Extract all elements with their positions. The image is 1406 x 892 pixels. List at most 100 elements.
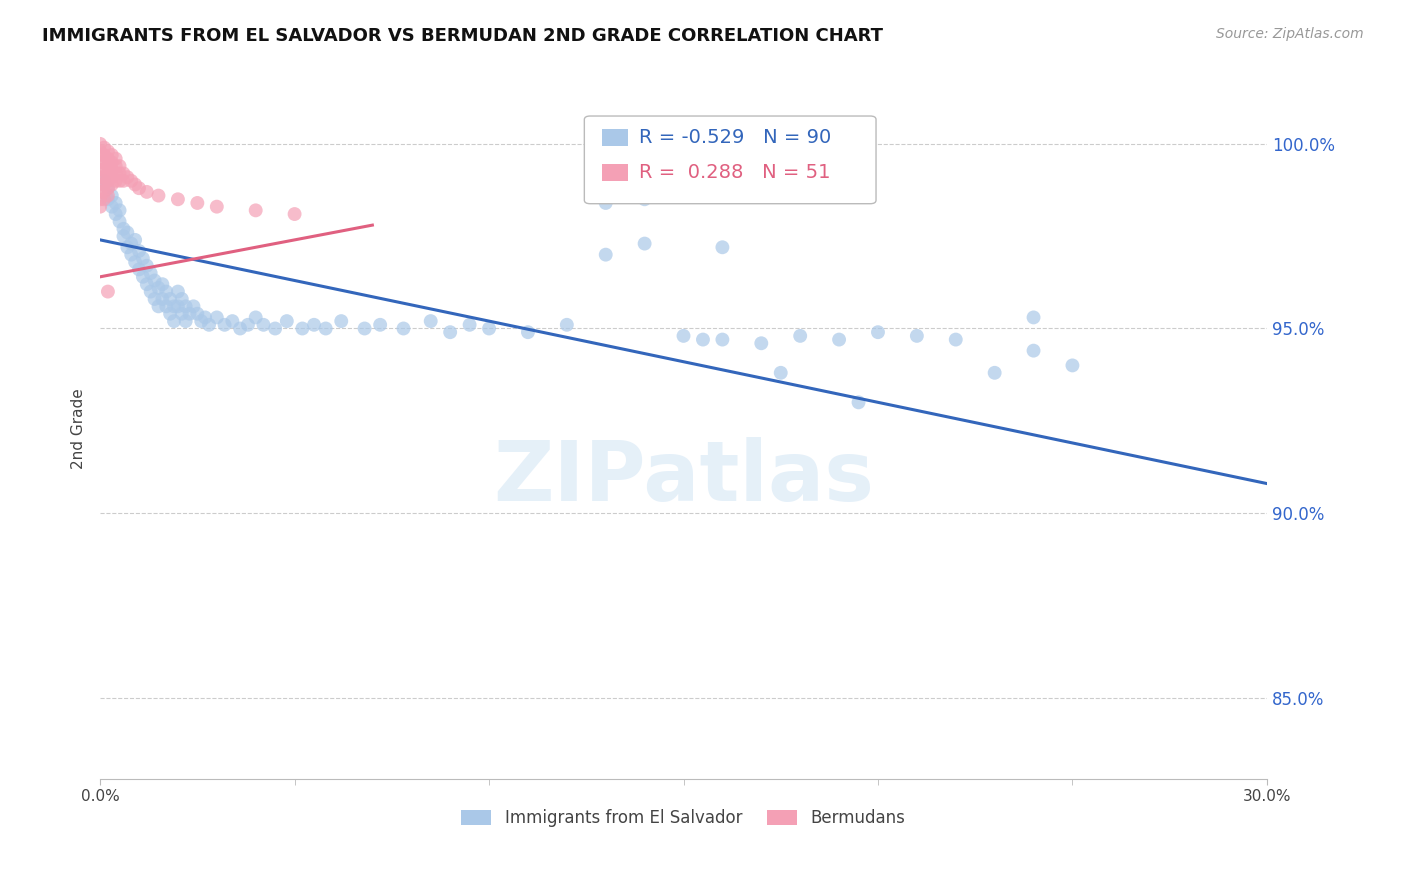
Point (458, 318, 481, 332)
Point (93, 170, 115, 185)
Point (101, 200, 124, 214)
Point (135, 185, 157, 199)
Point (179, 307, 201, 321)
Point (117, 170, 139, 185)
Point (159, 292, 181, 306)
Text: R = -0.529   N = 90: R = -0.529 N = 90 (640, 128, 831, 147)
Point (97, 188, 120, 202)
Point (120, 236, 142, 251)
Point (155, 299, 177, 313)
Point (93, 162, 115, 177)
Point (245, 310, 267, 325)
Point (108, 214, 131, 228)
Point (132, 269, 155, 284)
Point (124, 233, 146, 247)
Point (848, 395, 870, 409)
Text: Source: ZipAtlas.com: Source: ZipAtlas.com (1216, 27, 1364, 41)
Point (93, 178, 115, 192)
Point (828, 333, 851, 347)
Point (439, 325, 461, 339)
Point (148, 188, 170, 202)
Point (159, 307, 181, 321)
Point (315, 321, 337, 335)
Point (264, 321, 287, 335)
Point (1062, 359, 1084, 373)
Point (252, 318, 274, 332)
Point (368, 318, 391, 332)
Point (89, 170, 111, 185)
Point (93, 174, 115, 188)
Point (170, 307, 193, 321)
Point (101, 162, 124, 177)
Point (692, 333, 714, 347)
Point (174, 314, 197, 328)
Point (284, 207, 307, 221)
Point (93, 148, 115, 162)
Point (112, 166, 135, 180)
Point (97, 166, 120, 180)
Point (170, 292, 193, 306)
Point (229, 321, 252, 335)
Point (108, 203, 131, 218)
Point (143, 273, 166, 287)
Bar (602, 164, 627, 181)
Point (330, 314, 353, 328)
Point (194, 310, 217, 325)
Point (174, 299, 197, 313)
Point (163, 299, 186, 313)
Point (124, 255, 146, 269)
Point (89, 162, 111, 177)
Point (190, 314, 212, 328)
Point (89, 148, 111, 162)
Point (93, 185, 115, 199)
Point (104, 152, 127, 166)
Point (128, 244, 150, 258)
Point (595, 196, 617, 211)
Point (97, 145, 120, 159)
Text: IMMIGRANTS FROM EL SALVADOR VS BERMUDAN 2ND GRADE CORRELATION CHART: IMMIGRANTS FROM EL SALVADOR VS BERMUDAN … (42, 27, 883, 45)
Point (221, 314, 243, 328)
Point (392, 321, 415, 335)
Point (148, 299, 170, 313)
Y-axis label: 2nd Grade: 2nd Grade (72, 388, 86, 468)
Point (155, 285, 177, 299)
Point (101, 148, 124, 162)
Point (117, 226, 139, 240)
Point (89, 136, 111, 151)
Point (112, 174, 135, 188)
Point (167, 285, 190, 299)
Point (139, 285, 162, 299)
Point (128, 262, 150, 277)
Point (108, 174, 131, 188)
Point (205, 310, 228, 325)
Bar (602, 129, 627, 146)
Point (789, 329, 811, 343)
Point (672, 329, 695, 343)
Point (866, 325, 889, 339)
Point (120, 174, 142, 188)
Point (186, 307, 208, 321)
Point (101, 170, 124, 185)
Point (245, 203, 267, 218)
Point (97, 285, 120, 299)
Point (89, 185, 111, 199)
Point (97, 181, 120, 195)
Point (302, 318, 325, 332)
Point (120, 247, 142, 261)
Text: R =  0.288   N = 51: R = 0.288 N = 51 (640, 163, 831, 182)
Point (97, 181, 120, 195)
Point (139, 266, 162, 280)
Point (89, 192, 111, 206)
Point (101, 178, 124, 192)
Point (167, 192, 190, 206)
Point (97, 174, 120, 188)
Point (135, 259, 157, 273)
Point (516, 325, 538, 339)
Point (104, 174, 127, 188)
Legend: Immigrants from El Salvador, Bermudans: Immigrants from El Salvador, Bermudans (454, 803, 912, 834)
Point (93, 140, 115, 154)
Text: ZIPatlas: ZIPatlas (494, 437, 875, 517)
Point (595, 247, 617, 261)
Point (1022, 310, 1045, 325)
Point (132, 252, 155, 266)
